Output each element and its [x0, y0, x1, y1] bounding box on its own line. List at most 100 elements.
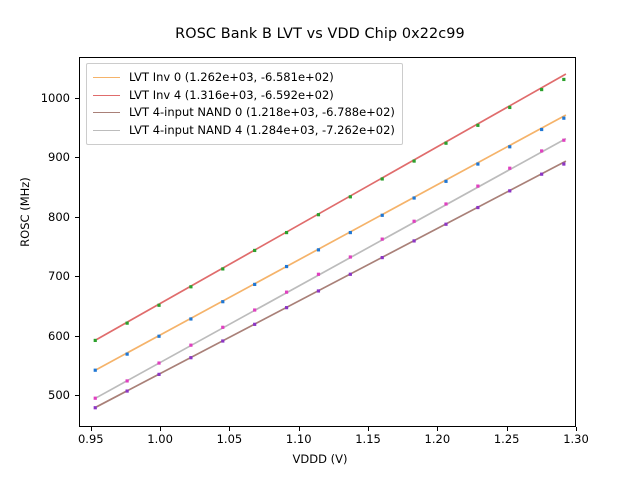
data-point — [221, 300, 225, 304]
data-point — [157, 361, 161, 365]
legend-label: LVT Inv 4 (1.316e+03, -6.592e+02) — [129, 87, 334, 102]
x-tick-mark — [437, 427, 439, 431]
y-tick-label: 1000 — [40, 90, 70, 105]
x-tick-mark — [90, 427, 92, 431]
series-1 — [93, 73, 567, 343]
data-point — [189, 343, 193, 347]
data-point — [444, 202, 448, 206]
data-point — [125, 389, 129, 393]
data-point — [348, 272, 352, 276]
legend-label: LVT 4-input NAND 4 (1.284e+03, -7.262e+0… — [129, 122, 395, 137]
fit-line — [96, 160, 567, 408]
data-point — [508, 145, 512, 149]
data-point — [221, 267, 225, 271]
y-tick-label: 500 — [48, 388, 70, 403]
data-point — [93, 396, 97, 400]
x-tick-mark — [229, 427, 231, 431]
series-0 — [93, 114, 567, 372]
data-point — [562, 138, 566, 142]
x-tick-mark — [160, 427, 162, 431]
data-point — [380, 177, 384, 181]
y-tick-mark — [75, 276, 79, 278]
data-point — [253, 248, 257, 253]
data-point — [348, 195, 352, 199]
data-point — [508, 189, 512, 193]
data-point — [316, 272, 321, 276]
x-tick-label: 1.05 — [216, 432, 243, 446]
x-tick-label: 1.30 — [563, 432, 589, 446]
x-tick-mark — [576, 427, 577, 431]
data-point — [348, 230, 352, 235]
plot-canvas — [93, 73, 567, 410]
data-point — [476, 162, 480, 166]
x-tick-label: 1.20 — [424, 432, 451, 446]
data-point — [476, 184, 480, 188]
x-axis-label: VDDD (V) — [292, 452, 348, 466]
legend-item-0[interactable]: LVT Inv 0 (1.262e+03, -6.581e+02) — [93, 69, 395, 87]
x-tick-mark — [368, 427, 370, 431]
legend-item-3[interactable]: LVT 4-input NAND 4 (1.284e+03, -7.262e+0… — [93, 122, 395, 140]
data-point — [562, 116, 566, 120]
data-point — [380, 213, 384, 217]
series-3 — [93, 137, 567, 400]
legend-color-swatch — [93, 77, 120, 79]
fit-line — [96, 114, 567, 371]
data-point — [412, 239, 416, 243]
data-point — [316, 248, 321, 252]
data-point — [380, 255, 384, 260]
data-point — [253, 282, 257, 287]
data-point — [253, 322, 257, 326]
series-2 — [93, 160, 567, 410]
x-tick-label: 1.00 — [147, 432, 173, 446]
fit-line — [96, 137, 567, 399]
fit-line — [96, 73, 567, 341]
data-point — [157, 372, 161, 376]
y-tick-mark — [75, 157, 79, 159]
data-point — [157, 334, 161, 338]
data-point — [221, 339, 225, 343]
data-point — [508, 166, 512, 170]
data-point — [284, 230, 289, 235]
y-tick-label: 600 — [48, 328, 70, 343]
data-point — [189, 285, 193, 289]
legend-color-swatch — [93, 129, 120, 131]
data-point — [508, 105, 512, 110]
legend-color-swatch — [93, 112, 120, 114]
data-point — [93, 338, 97, 343]
legend-label: LVT Inv 0 (1.262e+03, -6.581e+02) — [129, 70, 334, 84]
data-point — [412, 196, 416, 200]
y-tick-mark — [75, 395, 79, 397]
x-tick-mark — [506, 427, 508, 431]
data-point — [476, 205, 480, 210]
y-tick-mark — [75, 335, 79, 337]
data-point — [189, 317, 193, 321]
y-tick-label: 700 — [48, 269, 70, 284]
y-tick-label: 900 — [48, 150, 70, 165]
data-point — [444, 179, 448, 183]
data-point — [562, 162, 566, 166]
x-tick-mark — [298, 427, 300, 431]
x-tick-label: 1.25 — [493, 432, 520, 446]
data-point — [476, 123, 480, 127]
data-point — [125, 352, 129, 356]
data-point — [412, 219, 416, 223]
data-point — [221, 325, 225, 329]
data-point — [348, 255, 352, 259]
chart-legend[interactable]: LVT Inv 0 (1.262e+03, -6.581e+02) LVT Inv… — [86, 63, 403, 145]
data-point — [444, 141, 448, 145]
data-point — [562, 77, 566, 82]
y-tick-label: 800 — [48, 209, 70, 224]
x-tick-label: 1.15 — [355, 432, 381, 446]
data-point — [157, 303, 161, 307]
data-point — [380, 237, 384, 241]
y-tick-mark — [75, 216, 79, 218]
legend-item-1[interactable]: LVT Inv 4 (1.316e+03, -6.592e+02) — [93, 87, 395, 105]
data-point — [540, 127, 544, 132]
data-point — [316, 213, 321, 217]
data-point — [284, 306, 289, 310]
data-point — [316, 289, 321, 293]
legend-item-2[interactable]: LVT 4-input NAND 0 (1.218e+03, -6.788e+0… — [93, 104, 395, 122]
data-point — [412, 159, 416, 163]
data-point — [189, 356, 193, 360]
